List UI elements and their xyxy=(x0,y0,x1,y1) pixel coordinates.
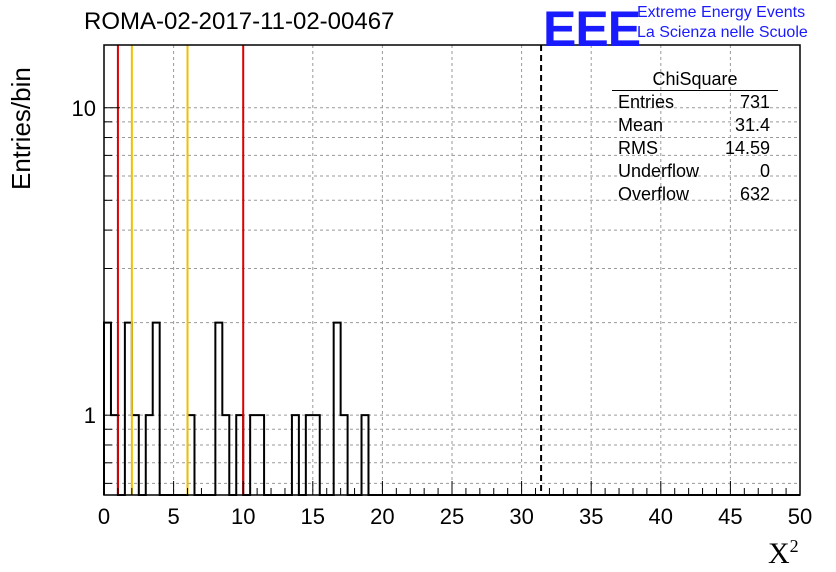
x-tick-label: 20 xyxy=(370,504,394,529)
stats-row-mean: Mean 31.4 xyxy=(612,114,778,137)
stats-row-rms: RMS 14.59 xyxy=(612,137,778,160)
x-tick-label: 30 xyxy=(509,504,533,529)
stats-value: 731 xyxy=(739,92,770,112)
stats-row-overflow: Overflow 632 xyxy=(612,183,778,206)
x-tick-label: 45 xyxy=(718,504,742,529)
logo-line-1: Extreme Energy Events xyxy=(637,4,806,21)
stats-label: Entries xyxy=(618,92,675,112)
x-tick-label: 15 xyxy=(301,504,325,529)
stats-value: 31.4 xyxy=(734,115,770,135)
x-tick-label: 5 xyxy=(167,504,179,529)
stats-box: ChiSquare Entries 731 Mean 31.4 RMS 14.59 U… xyxy=(612,68,778,206)
x-tick-label: 0 xyxy=(98,504,110,529)
stats-label: Underflow xyxy=(618,161,700,181)
stats-label: RMS xyxy=(618,138,658,158)
y-tick-label: 1 xyxy=(84,403,96,428)
x-tick-label: 25 xyxy=(440,504,464,529)
x-axis-label: X2 xyxy=(768,536,799,570)
logo-line-2: La Scienza nelle Scuole xyxy=(637,24,808,41)
y-tick-label: 10 xyxy=(72,96,96,121)
stats-box-name: ChiSquare xyxy=(612,68,778,91)
stats-row-entries: Entries 731 xyxy=(612,91,778,114)
x-tick-label: 35 xyxy=(579,504,603,529)
stats-row-underflow: Underflow 0 xyxy=(612,160,778,183)
x-tick-label: 40 xyxy=(649,504,673,529)
y-axis-label: Entries/bin xyxy=(6,67,36,190)
stats-value: 632 xyxy=(739,184,770,204)
stats-label: Mean xyxy=(618,115,664,135)
eee-logo: EEE xyxy=(543,1,641,57)
x-tick-label: 50 xyxy=(788,504,812,529)
chart-title: ROMA-02-2017-11-02-00467 xyxy=(84,8,395,35)
stats-value: 14.59 xyxy=(724,138,770,158)
x-tick-label: 10 xyxy=(231,504,255,529)
stats-value: 0 xyxy=(759,161,770,181)
stats-label: Overflow xyxy=(618,184,690,204)
